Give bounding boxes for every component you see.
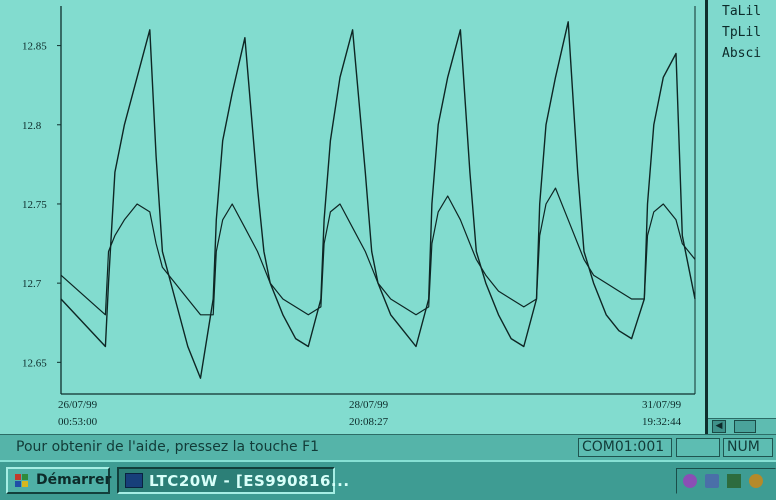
task-label: LTC20W - [ES990816...: [149, 472, 350, 490]
x-label-time: 19:32:44: [642, 416, 682, 428]
speaker-icon[interactable]: [727, 474, 741, 488]
legend-item-talil[interactable]: TaLil: [722, 4, 762, 19]
horizontal-scrollbar[interactable]: ◀: [708, 418, 776, 435]
x-label-date: 26/07/99: [58, 399, 98, 411]
x-label-time: 00:53:00: [58, 416, 98, 428]
windows-logo-icon: [15, 474, 28, 487]
clock-icon[interactable]: [749, 474, 763, 488]
scroll-left-arrow-icon[interactable]: ◀: [712, 420, 726, 433]
start-button[interactable]: Démarrer: [6, 467, 112, 494]
help-status-text: Pour obtenir de l'aide, pressez la touch…: [16, 439, 320, 455]
port-status-panel: COM01:001: [578, 438, 672, 457]
series-line: [60, 21, 696, 379]
taskbar: Démarrer LTC20W - [ES990816...: [0, 460, 776, 500]
start-label: Démarrer: [36, 472, 112, 488]
status-bar: Pour obtenir de l'aide, pressez la touch…: [0, 434, 776, 460]
app-window-icon: [125, 473, 143, 488]
y-tick-label: 12.85: [22, 41, 47, 53]
plot-panel: 12.85 12.8 12.75 12.7 12.65 26/07/99 00:53:00…: [22, 6, 696, 428]
x-label-date: 31/07/99: [642, 399, 682, 411]
y-ticks: 12.85 12.8 12.75 12.7 12.65: [22, 41, 61, 369]
y-tick-label: 12.75: [22, 199, 47, 211]
legend-item-absci[interactable]: Absci: [722, 46, 762, 61]
network-icon[interactable]: [683, 474, 697, 488]
x-labels: 26/07/99 00:53:00 28/07/99 20:08:27 31/07/99…: [58, 399, 682, 428]
empty-status-panel: [676, 438, 720, 457]
num-lock-indicator: NUM: [723, 438, 773, 457]
legend-panel: TaLil TpLil Absci ◀: [705, 0, 776, 435]
x-label-time: 20:08:27: [349, 416, 389, 428]
task-button-ltc20w[interactable]: LTC20W - [ES990816...: [117, 467, 349, 494]
chart: 12.85 12.8 12.75 12.7 12.65 26/07/99 00:53:00…: [22, 6, 696, 428]
y-tick-label: 12.8: [22, 120, 42, 132]
y-tick-label: 12.65: [22, 357, 47, 369]
device-icon[interactable]: [705, 474, 719, 488]
y-tick-label: 12.7: [22, 278, 42, 290]
x-label-date: 28/07/99: [349, 399, 389, 411]
legend-item-tplil[interactable]: TpLil: [722, 25, 762, 40]
series-line: [60, 187, 696, 316]
scrollbar-thumb[interactable]: [734, 420, 756, 433]
series-group: [60, 21, 696, 379]
system-tray: [676, 468, 776, 494]
